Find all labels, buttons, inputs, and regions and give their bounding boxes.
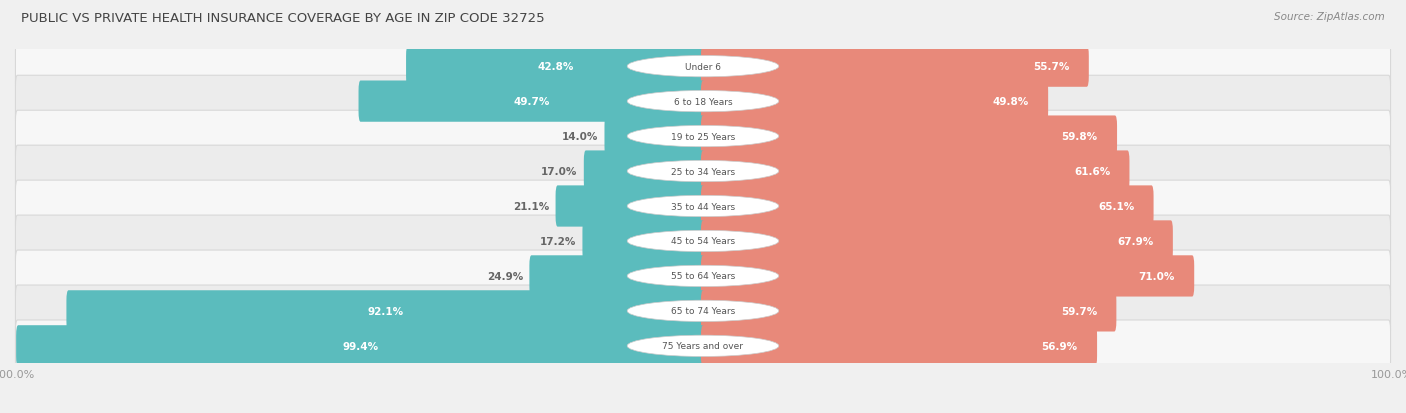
FancyBboxPatch shape [702, 46, 1088, 88]
FancyBboxPatch shape [702, 291, 1116, 332]
Text: 35 to 44 Years: 35 to 44 Years [671, 202, 735, 211]
FancyBboxPatch shape [15, 181, 1391, 232]
Text: 55 to 64 Years: 55 to 64 Years [671, 272, 735, 281]
Text: 56.9%: 56.9% [1042, 341, 1078, 351]
Text: 17.0%: 17.0% [541, 166, 578, 177]
Text: 61.6%: 61.6% [1074, 166, 1111, 177]
Text: 65 to 74 Years: 65 to 74 Years [671, 306, 735, 316]
Ellipse shape [627, 196, 779, 217]
Text: 24.9%: 24.9% [486, 271, 523, 281]
FancyBboxPatch shape [605, 116, 704, 157]
Text: 92.1%: 92.1% [368, 306, 404, 316]
Ellipse shape [627, 301, 779, 322]
FancyBboxPatch shape [702, 256, 1194, 297]
Text: 71.0%: 71.0% [1139, 271, 1175, 281]
Text: 17.2%: 17.2% [540, 236, 576, 247]
Text: 49.8%: 49.8% [993, 97, 1029, 107]
Text: 25 to 34 Years: 25 to 34 Years [671, 167, 735, 176]
FancyBboxPatch shape [702, 221, 1173, 262]
FancyBboxPatch shape [702, 186, 1153, 227]
FancyBboxPatch shape [555, 186, 704, 227]
FancyBboxPatch shape [702, 151, 1129, 192]
Text: 65.1%: 65.1% [1098, 202, 1135, 211]
FancyBboxPatch shape [702, 325, 1097, 367]
FancyBboxPatch shape [359, 81, 704, 122]
FancyBboxPatch shape [15, 111, 1391, 163]
FancyBboxPatch shape [15, 285, 1391, 337]
Text: 59.8%: 59.8% [1062, 132, 1098, 142]
Text: 45 to 54 Years: 45 to 54 Years [671, 237, 735, 246]
FancyBboxPatch shape [702, 116, 1116, 157]
FancyBboxPatch shape [582, 221, 704, 262]
Text: 49.7%: 49.7% [513, 97, 550, 107]
FancyBboxPatch shape [66, 291, 704, 332]
Ellipse shape [627, 161, 779, 182]
FancyBboxPatch shape [15, 325, 704, 367]
FancyBboxPatch shape [15, 76, 1391, 128]
Text: Under 6: Under 6 [685, 62, 721, 71]
FancyBboxPatch shape [15, 146, 1391, 197]
Ellipse shape [627, 335, 779, 356]
FancyBboxPatch shape [15, 216, 1391, 267]
Ellipse shape [627, 126, 779, 147]
Ellipse shape [627, 91, 779, 112]
FancyBboxPatch shape [15, 320, 1391, 372]
Text: 21.1%: 21.1% [513, 202, 550, 211]
Text: 75 Years and over: 75 Years and over [662, 342, 744, 351]
Text: 42.8%: 42.8% [537, 62, 574, 72]
FancyBboxPatch shape [530, 256, 704, 297]
Ellipse shape [627, 266, 779, 287]
Text: 99.4%: 99.4% [343, 341, 378, 351]
Text: PUBLIC VS PRIVATE HEALTH INSURANCE COVERAGE BY AGE IN ZIP CODE 32725: PUBLIC VS PRIVATE HEALTH INSURANCE COVER… [21, 12, 544, 25]
Text: 67.9%: 67.9% [1118, 236, 1153, 247]
FancyBboxPatch shape [15, 250, 1391, 302]
Text: 19 to 25 Years: 19 to 25 Years [671, 132, 735, 141]
FancyBboxPatch shape [702, 81, 1047, 122]
Text: 14.0%: 14.0% [562, 132, 599, 142]
Ellipse shape [627, 231, 779, 252]
FancyBboxPatch shape [583, 151, 704, 192]
Text: Source: ZipAtlas.com: Source: ZipAtlas.com [1274, 12, 1385, 22]
FancyBboxPatch shape [15, 41, 1391, 93]
Text: 55.7%: 55.7% [1033, 62, 1070, 72]
Text: 59.7%: 59.7% [1060, 306, 1097, 316]
Text: 6 to 18 Years: 6 to 18 Years [673, 97, 733, 107]
FancyBboxPatch shape [406, 46, 704, 88]
Ellipse shape [627, 57, 779, 78]
